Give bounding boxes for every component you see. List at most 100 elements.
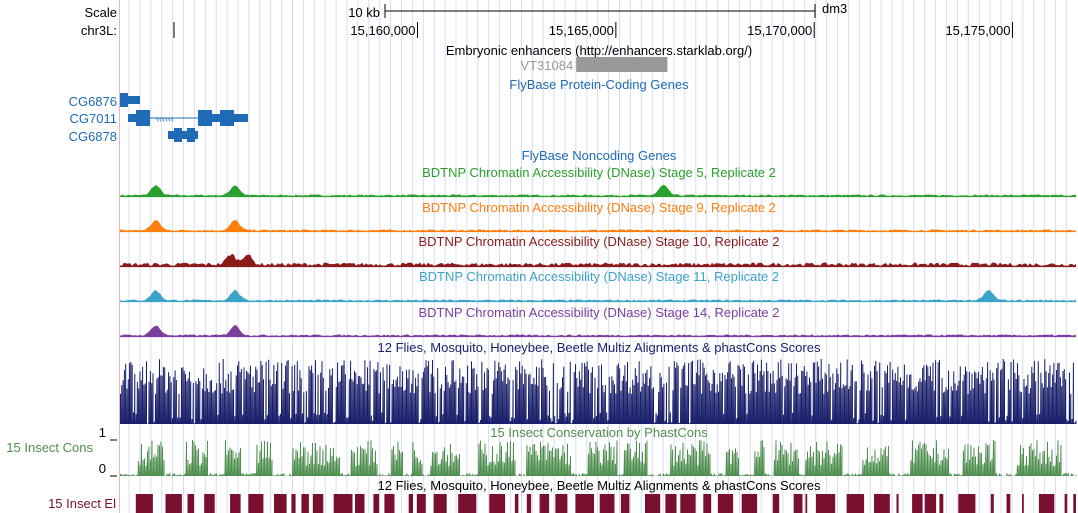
gene-label-cg7011[interactable]: CG7011 — [70, 111, 117, 126]
dnase-stage5-title: BDTNP Chromatin Accessibility (DNase) St… — [422, 165, 776, 180]
gene-model-cg7011[interactable]: ‹‹‹‹‹‹ — [128, 110, 248, 126]
insect-element-block-42 — [958, 494, 976, 513]
multiz-track[interactable]: 12 Flies, Mosquito, Honeybee, Beetle Mul… — [120, 340, 1077, 424]
genes-track[interactable]: FlyBase Protein-Coding Genes CG6876 CG70… — [69, 77, 690, 144]
insect-element-block-47 — [1064, 494, 1068, 513]
insect-elements-title: 12 Flies, Mosquito, Honeybee, Beetle Mul… — [378, 478, 821, 493]
noncoding-track[interactable]: FlyBase Noncoding Genes — [522, 148, 677, 163]
dnase-track-stage9[interactable]: BDTNP Chromatin Accessibility (DNase) St… — [120, 200, 1076, 233]
gene-model-cg6878[interactable] — [168, 128, 198, 142]
strand-arrows-icon: ‹‹‹‹‹‹ — [156, 114, 174, 124]
insect-element-block-22 — [555, 494, 568, 513]
ruler-tick-label-3: 15,175,000 — [945, 23, 1010, 38]
multiz-conservation-signal — [120, 359, 1077, 424]
noncoding-track-title: FlyBase Noncoding Genes — [522, 148, 677, 163]
ruler-tick-label-0: 15,160,000 — [350, 23, 415, 38]
insect-element-block-44 — [1006, 494, 1011, 513]
insect-element-block-40 — [924, 494, 937, 513]
multiz-track-title: 12 Flies, Mosquito, Honeybee, Beetle Mul… — [378, 340, 821, 355]
insect-element-block-35 — [816, 494, 836, 513]
insect-elements-side-label[interactable]: 15 Insect El — [48, 496, 116, 511]
insect-elements-blocks — [135, 494, 1076, 513]
gene-label-cg6878[interactable]: CG6878 — [69, 129, 117, 144]
insect-element-block-26 — [645, 494, 661, 513]
insect-element-block-3 — [204, 494, 215, 513]
dnase-stage14-signal — [120, 324, 1076, 336]
insect-element-block-33 — [793, 494, 803, 513]
grid-lines — [128, 0, 1067, 513]
gene-model-cg6876[interactable] — [120, 93, 140, 107]
dnase-stage10-signal — [120, 253, 1076, 266]
insect-element-block-24 — [599, 494, 615, 513]
dnase-track-stage10[interactable]: BDTNP Chromatin Accessibility (DNase) St… — [120, 234, 1076, 268]
insect-cons-ymin: 0 — [99, 461, 106, 476]
enhancers-track[interactable]: Embryonic enhancers (http://enhancers.st… — [446, 43, 752, 73]
insect-element-block-14 — [408, 494, 413, 513]
insect-element-block-31 — [741, 494, 758, 513]
insect-element-block-5 — [248, 494, 264, 513]
gene-label-cg6876[interactable]: CG6876 — [69, 94, 117, 109]
dnase-track-stage5[interactable]: BDTNP Chromatin Accessibility (DNase) St… — [120, 165, 1076, 198]
insect-element-block-1 — [165, 494, 182, 513]
insect-element-block-41 — [939, 494, 944, 513]
insect-element-block-28 — [680, 494, 696, 513]
scale-bar — [384, 4, 816, 18]
insect-element-block-7 — [291, 494, 296, 513]
insect-cons-side-label[interactable]: 15 Insect Cons — [6, 440, 93, 455]
insect-element-block-17 — [458, 494, 477, 513]
insect-element-block-8 — [301, 494, 309, 513]
ruler-tick-label-1: 15,165,000 — [549, 23, 614, 38]
enhancer-item[interactable] — [576, 57, 668, 72]
insect-element-block-19 — [514, 494, 519, 513]
dnase-stage9-title: BDTNP Chromatin Accessibility (DNase) St… — [422, 200, 776, 215]
insect-element-block-45 — [1022, 494, 1024, 513]
insect-element-block-13 — [384, 494, 395, 513]
dnase-stage5-signal — [120, 184, 1076, 196]
insect-element-block-15 — [416, 494, 426, 513]
ruler-ticks: 15,160,000 15,165,000 15,170,000 15,175,000 — [173, 22, 1014, 38]
insect-element-block-37 — [874, 494, 890, 513]
insect-element-block-9 — [312, 494, 324, 513]
assembly-label: dm3 — [822, 1, 847, 16]
insect-element-block-36 — [846, 494, 865, 513]
dnase-track-stage14[interactable]: BDTNP Chromatin Accessibility (DNase) St… — [120, 305, 1076, 338]
insect-element-block-11 — [355, 494, 365, 513]
insect-element-block-46 — [1038, 494, 1055, 513]
insect-cons-title: 15 Insect Conservation by PhastCons — [490, 425, 708, 440]
insect-element-block-0 — [135, 494, 153, 513]
insect-element-block-6 — [274, 494, 287, 513]
dnase-track-stage11[interactable]: BDTNP Chromatin Accessibility (DNase) St… — [120, 269, 1076, 303]
dnase-stage10-title: BDTNP Chromatin Accessibility (DNase) St… — [418, 234, 779, 249]
insect-element-block-30 — [718, 494, 734, 513]
insect-element-block-2 — [187, 494, 194, 513]
insect-element-block-39 — [912, 494, 923, 513]
insect-elements-track[interactable]: 12 Flies, Mosquito, Honeybee, Beetle Mul… — [48, 478, 1076, 513]
chromosome-label: chr3L: — [81, 23, 117, 38]
enhancers-track-title: Embryonic enhancers (http://enhancers.st… — [446, 43, 752, 58]
dnase-stage11-signal — [120, 289, 1076, 301]
scale-bar-label: 10 kb — [348, 5, 380, 20]
insect-element-block-12 — [373, 494, 380, 513]
insect-element-block-43 — [990, 494, 994, 513]
insect-element-block-16 — [433, 494, 447, 513]
ruler-track[interactable]: Scale chr3L: 10 kb dm3 15,160,000 15,165,… — [81, 1, 1014, 38]
ruler-tick-label-2: 15,170,000 — [747, 23, 812, 38]
dnase-stage11-title: BDTNP Chromatin Accessibility (DNase) St… — [419, 269, 779, 284]
insect-element-block-38 — [896, 494, 899, 513]
insect-element-block-4 — [230, 494, 241, 513]
genes-track-title: FlyBase Protein-Coding Genes — [509, 77, 689, 92]
insect-cons-track[interactable]: 15 Insect Conservation by PhastCons 1 0 … — [6, 425, 1077, 477]
enhancer-item-label: VT31084 — [520, 58, 573, 73]
insect-element-block-27 — [665, 494, 677, 513]
insect-element-block-25 — [620, 494, 630, 513]
scale-label: Scale — [84, 5, 117, 20]
insect-element-block-34 — [805, 494, 808, 513]
insect-element-block-10 — [333, 494, 353, 513]
insect-cons-ymax: 1 — [99, 425, 106, 440]
insect-cons-signal — [120, 440, 1077, 476]
insect-element-block-48 — [1073, 494, 1076, 513]
insect-element-block-29 — [703, 494, 712, 513]
insect-element-block-32 — [772, 494, 780, 513]
